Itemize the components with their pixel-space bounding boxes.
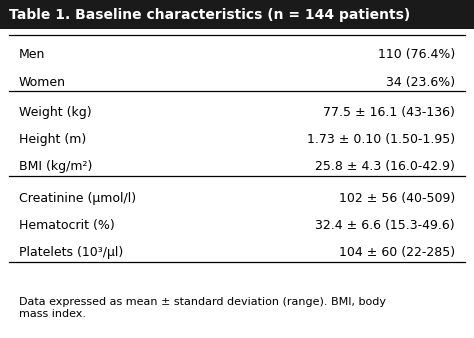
Text: Platelets (10³/μl): Platelets (10³/μl) — [19, 246, 123, 259]
Text: 25.8 ± 4.3 (16.0-42.9): 25.8 ± 4.3 (16.0-42.9) — [315, 160, 455, 173]
Text: 1.73 ± 0.10 (1.50-1.95): 1.73 ± 0.10 (1.50-1.95) — [307, 133, 455, 146]
Text: BMI (kg/m²): BMI (kg/m²) — [19, 160, 92, 173]
FancyBboxPatch shape — [0, 0, 474, 29]
Text: 77.5 ± 16.1 (43-136): 77.5 ± 16.1 (43-136) — [323, 106, 455, 119]
Text: Creatinine (μmol/l): Creatinine (μmol/l) — [19, 192, 136, 205]
Text: 34 (23.6%): 34 (23.6%) — [386, 76, 455, 89]
Text: 32.4 ± 6.6 (15.3-49.6): 32.4 ± 6.6 (15.3-49.6) — [315, 219, 455, 232]
Text: Women: Women — [19, 76, 66, 89]
Text: Height (m): Height (m) — [19, 133, 86, 146]
Text: Weight (kg): Weight (kg) — [19, 106, 91, 119]
Text: Table 1. Baseline characteristics (n = 144 patients): Table 1. Baseline characteristics (n = 1… — [9, 7, 411, 22]
Text: 104 ± 60 (22-285): 104 ± 60 (22-285) — [339, 246, 455, 259]
Text: Men: Men — [19, 48, 46, 61]
Text: 102 ± 56 (40-509): 102 ± 56 (40-509) — [339, 192, 455, 205]
Text: 110 (76.4%): 110 (76.4%) — [378, 48, 455, 61]
Text: Data expressed as mean ± standard deviation (range). BMI, body
mass index.: Data expressed as mean ± standard deviat… — [19, 297, 386, 319]
Text: Hematocrit (%): Hematocrit (%) — [19, 219, 115, 232]
